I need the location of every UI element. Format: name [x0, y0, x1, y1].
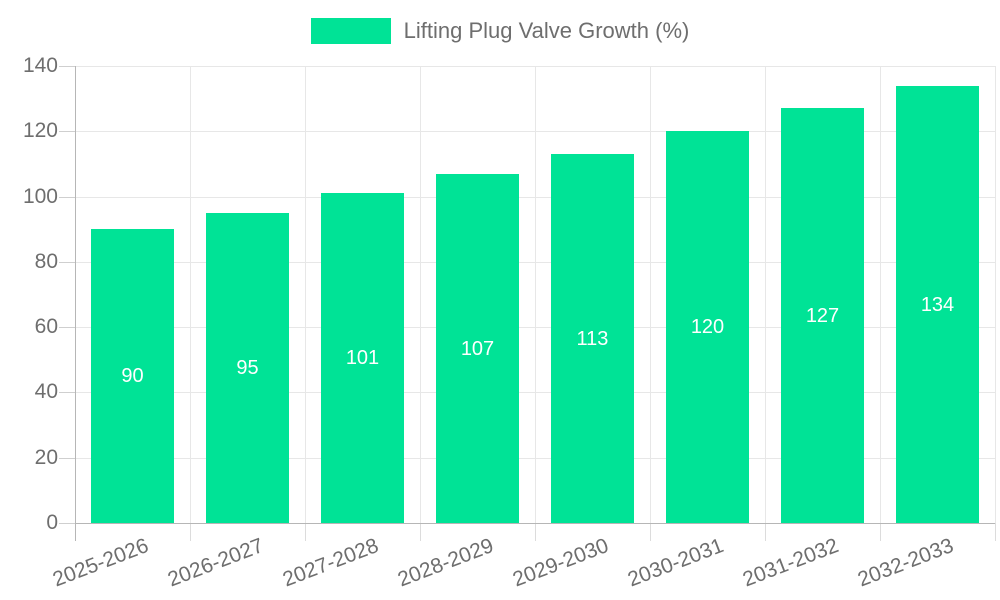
x-axis-tick	[650, 523, 651, 541]
x-axis-label: 2030-2031	[624, 534, 727, 592]
bar-2030-2031[interactable]: 120	[666, 131, 749, 523]
bar-2028-2029[interactable]: 107	[436, 174, 519, 523]
bar-value-label: 101	[345, 347, 380, 369]
bar-2032-2033[interactable]: 134	[896, 86, 979, 523]
gridline-v	[650, 66, 651, 523]
gridline-v	[420, 66, 421, 523]
x-axis-line	[75, 523, 995, 524]
y-axis-tick	[59, 392, 75, 393]
y-axis-tick	[59, 197, 75, 198]
y-axis-label: 60	[34, 315, 58, 338]
gridline-v	[305, 66, 306, 523]
gridline-v	[995, 66, 996, 523]
bar-value-label: 134	[920, 294, 955, 316]
gridline-v	[535, 66, 536, 523]
y-axis-label: 100	[22, 185, 58, 208]
legend-marker	[310, 18, 391, 44]
x-axis-label: 2026-2027	[164, 534, 267, 592]
x-axis-tick	[880, 523, 881, 541]
bar-value-label: 113	[576, 328, 609, 350]
y-axis-tick	[59, 262, 75, 263]
y-axis-label: 80	[34, 250, 58, 273]
bar-2031-2032[interactable]: 127	[781, 108, 864, 523]
x-axis-tick	[765, 523, 766, 541]
legend-label: Lifting Plug Valve Growth (%)	[403, 18, 690, 43]
x-axis-label: 2029-2030	[509, 534, 612, 592]
gridline-v	[765, 66, 766, 523]
bar-value-label: 90	[121, 365, 144, 387]
x-axis-label: 2032-2033	[854, 534, 957, 592]
y-axis-tick	[59, 66, 75, 67]
y-axis-label: 20	[34, 446, 58, 469]
x-axis-label: 2025-2026	[49, 534, 152, 592]
bar-2025-2026[interactable]: 90	[91, 229, 174, 523]
y-axis-label: 40	[34, 380, 58, 403]
bar-value-label: 107	[460, 338, 495, 360]
x-axis-tick	[190, 523, 191, 541]
y-axis-line	[75, 66, 76, 541]
bar-value-label: 127	[805, 305, 840, 327]
x-axis-tick	[305, 523, 306, 541]
bar-value-label: 95	[236, 357, 259, 379]
x-axis-tick	[535, 523, 536, 541]
y-axis-tick	[59, 327, 75, 328]
y-axis-tick	[59, 458, 75, 459]
gridline-v	[880, 66, 881, 523]
x-axis-label: 2027-2028	[279, 534, 382, 592]
x-axis-label: 2031-2032	[739, 534, 842, 592]
y-axis-label: 120	[22, 119, 58, 142]
x-axis-tick	[995, 523, 996, 541]
bar-value-label: 120	[690, 316, 725, 338]
bar-2027-2028[interactable]: 101	[321, 193, 404, 523]
y-axis-label: 0	[46, 511, 58, 534]
gridline-v	[190, 66, 191, 523]
y-axis-label: 140	[22, 54, 58, 77]
bar-2026-2027[interactable]: 95	[206, 213, 289, 523]
bar-2029-2030[interactable]: 113	[551, 154, 634, 523]
x-axis-tick	[420, 523, 421, 541]
y-axis-tick	[59, 131, 75, 132]
x-axis-label: 2028-2029	[394, 534, 497, 592]
legend-item[interactable]: Lifting Plug Valve Growth (%)	[0, 18, 1000, 44]
y-axis-tick	[59, 523, 75, 524]
